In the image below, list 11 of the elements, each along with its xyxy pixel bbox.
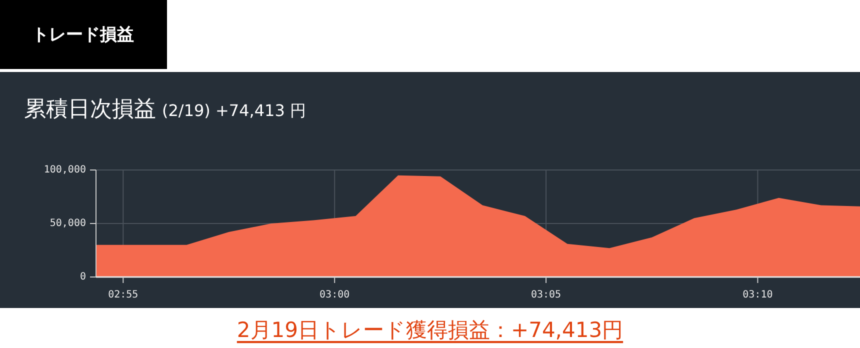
x-tick-label: 02:55 [108,290,138,300]
y-tick-label: 0 [80,272,86,282]
text: トレード損益 [32,25,134,45]
chart-title: 累積日次損益 [24,97,156,122]
y-tick-label: 50,000 [50,218,86,229]
chart-subtitle: (2/19) +74,413 円 [162,101,306,120]
text: 2月19日トレード獲得損益：+74,413円 [236,318,624,342]
x-tick-label: 03:05 [530,290,562,300]
x-tick-label: 03:10 [742,290,773,300]
x-tick-label: 03:00 [320,290,350,300]
y-tick-label: 100,000 [44,164,86,176]
